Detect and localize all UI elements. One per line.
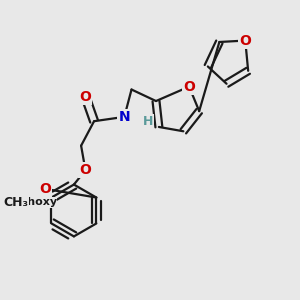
Text: O: O	[80, 163, 92, 177]
Text: O: O	[39, 182, 51, 196]
Text: N: N	[118, 110, 130, 124]
Text: CH₃: CH₃	[3, 196, 29, 209]
Text: O: O	[39, 182, 51, 196]
Text: O: O	[239, 34, 251, 48]
Text: O: O	[183, 80, 195, 94]
Text: methoxy: methoxy	[3, 197, 57, 207]
Text: H: H	[143, 115, 153, 128]
Text: O: O	[80, 90, 92, 104]
